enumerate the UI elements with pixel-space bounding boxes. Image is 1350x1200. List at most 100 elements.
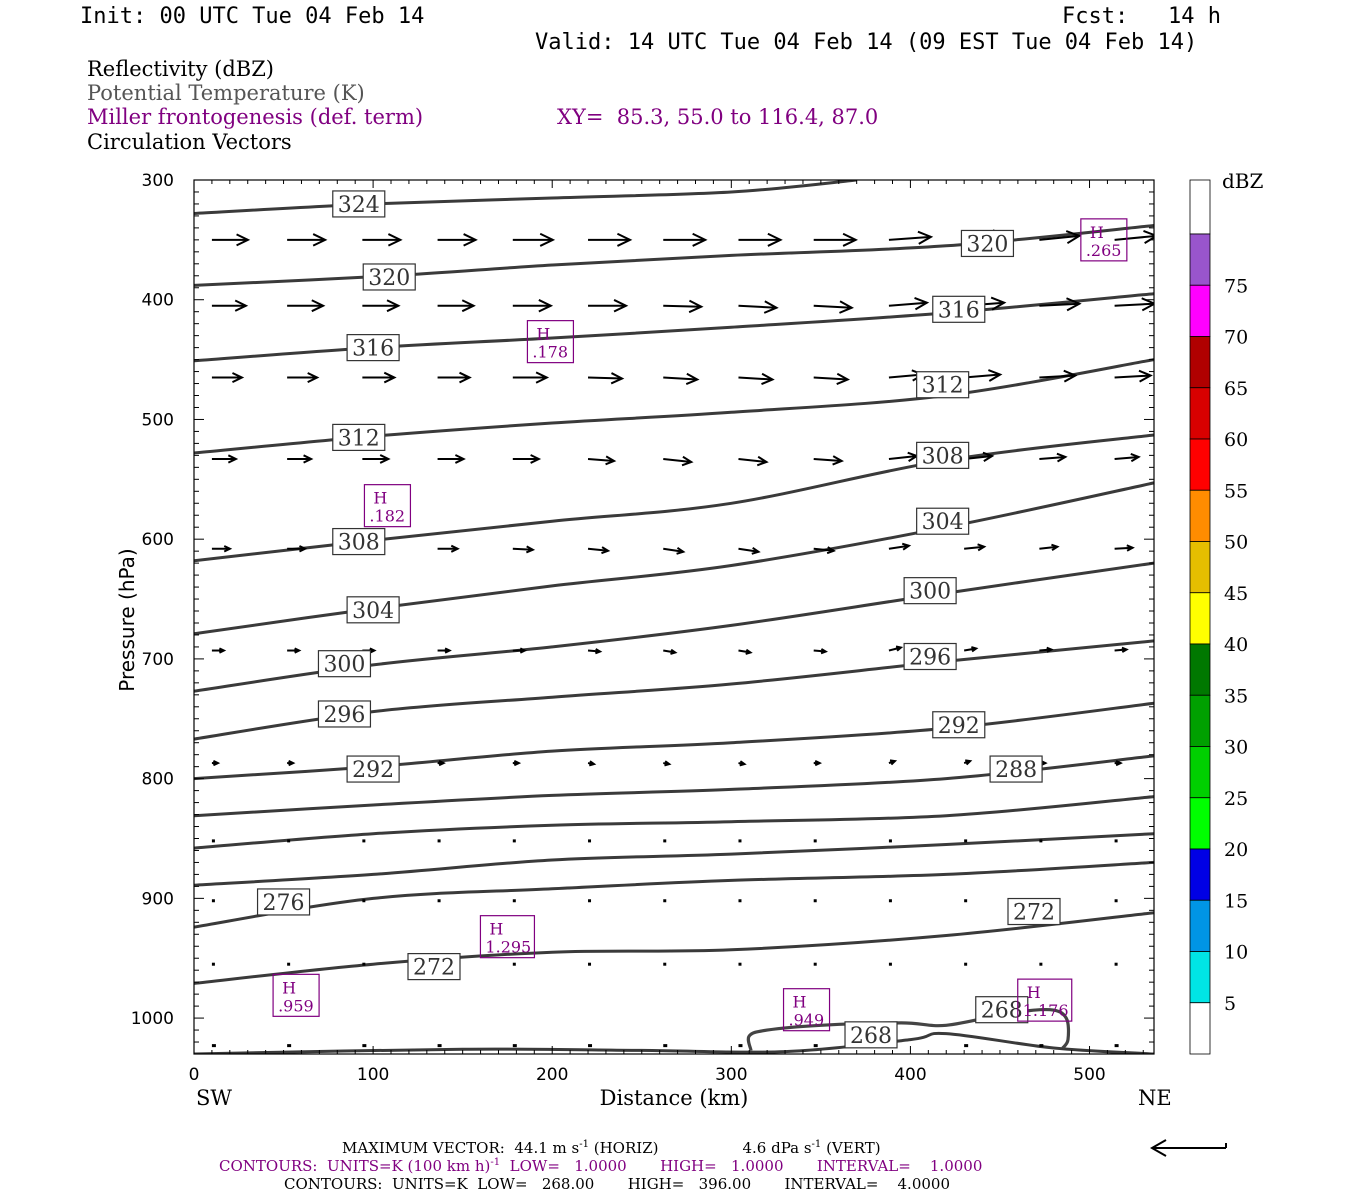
theta-label-text: 300	[323, 653, 365, 678]
vector-arrow	[663, 546, 686, 555]
vector-arrow	[1039, 297, 1082, 312]
vector-head	[901, 542, 912, 551]
vector-shaft	[1114, 235, 1154, 241]
vector-shaft	[964, 373, 1001, 379]
plot-frame	[193, 179, 1155, 1055]
theta-contour-284	[194, 795, 1154, 850]
vector-head	[839, 300, 854, 314]
vector-head	[670, 648, 678, 655]
x-axis-label: Distance (km)	[600, 1086, 749, 1110]
theta-label-box	[256, 888, 311, 916]
theta-contours	[194, 180, 1154, 1054]
vector-arrow	[362, 454, 391, 464]
vector-arrow	[287, 759, 296, 767]
vector-arrow	[813, 232, 859, 247]
theta-label-box	[317, 650, 372, 678]
vector-head	[588, 760, 597, 767]
fronto-max-h: H	[793, 993, 807, 1012]
y-tick-label: 600	[142, 530, 174, 550]
vector-arrow	[512, 371, 550, 384]
vector-arrow	[964, 369, 1003, 382]
vector-arrow	[287, 233, 328, 247]
vector-shaft	[663, 376, 698, 381]
vector-head	[610, 372, 625, 385]
vector-head	[826, 546, 836, 555]
x-end-label-left: SW	[196, 1086, 232, 1110]
colorbar-segment	[1189, 233, 1211, 286]
theta-label-text: 292	[352, 758, 394, 783]
vector-arrow	[1039, 543, 1060, 551]
fronto-max-h: H	[489, 920, 503, 939]
vector-head	[1066, 297, 1082, 312]
colorbar-segment	[1189, 541, 1211, 594]
fronto-max-value: .959	[278, 996, 314, 1015]
vector-arrow	[663, 648, 678, 655]
colorbar-segment	[1189, 387, 1211, 440]
theta-label-box	[916, 507, 970, 535]
vector-shaft	[964, 545, 985, 550]
frontogenesis-max: H1.295	[479, 915, 536, 959]
theta-label: 312	[916, 371, 970, 399]
fronto-max-value: .178	[532, 343, 568, 362]
y-tick-label: 800	[142, 770, 174, 790]
vector-head	[387, 233, 403, 247]
vector-arrow	[888, 451, 920, 462]
vector-shaft	[738, 547, 759, 553]
vector-arrow	[1039, 369, 1078, 383]
vector-head	[739, 760, 747, 767]
colorbar-segment	[1189, 592, 1211, 645]
x-tick-label: 200	[536, 1065, 568, 1085]
vector-arrow	[588, 372, 625, 385]
vector-shaft	[738, 304, 777, 309]
vector-arrow	[588, 232, 633, 247]
theta-contour-280	[194, 832, 1154, 887]
vector-arrow	[738, 232, 783, 247]
vector-head	[461, 299, 476, 313]
colorbar-label: 5	[1224, 993, 1236, 1015]
vector-head	[234, 299, 249, 312]
vector-shaft	[813, 547, 834, 552]
theta-label-text: 268	[850, 1024, 892, 1049]
colorbar-segment	[1189, 438, 1211, 491]
vector-head	[438, 759, 446, 767]
vector-head	[605, 455, 617, 466]
frontogenesis-max: H.182	[363, 484, 412, 528]
max-vector-vert-tail: (VERT)	[821, 1139, 881, 1157]
vector-arrow	[587, 455, 617, 466]
vector-head	[386, 299, 401, 313]
max-vector-horiz-exp: -1	[579, 1139, 589, 1150]
vector-arrow	[587, 546, 611, 555]
vector-arrow	[211, 299, 249, 312]
frontogenesis-contour	[746, 1007, 1071, 1051]
vector-arrow	[287, 299, 326, 313]
x-tick-label: 300	[715, 1065, 747, 1085]
vector-arrow	[512, 232, 556, 247]
colorbar-label: 75	[1224, 275, 1248, 297]
theta-label-text: 312	[922, 374, 964, 399]
vector-head	[751, 546, 761, 555]
vector-head	[538, 299, 554, 313]
theta-label-text: 316	[938, 298, 980, 323]
vector-arrow	[1154, 238, 1164, 242]
init-time: Init: 00 UTC Tue 04 Feb 14	[80, 4, 425, 29]
theta-label-text: 320	[966, 232, 1008, 257]
vector-head	[223, 545, 233, 553]
vector-arrow	[813, 546, 836, 555]
theta-label: 296	[317, 700, 372, 728]
vector-head	[1159, 304, 1164, 308]
vector-shaft	[813, 376, 848, 381]
vector-shaft	[1039, 374, 1076, 379]
colorbar-segment	[1189, 899, 1211, 952]
vector-arrow	[888, 296, 930, 311]
fronto-contour-units: CONTOURS: UNITS=K (100 km h)	[219, 1157, 491, 1175]
vector-arrow	[663, 760, 672, 767]
y-tick-label: 1000	[131, 1009, 174, 1029]
y-tick-label: 400	[142, 291, 174, 311]
vector-arrow	[963, 646, 979, 653]
vector-shaft	[588, 376, 623, 380]
vector-arrow	[1114, 544, 1135, 552]
fronto-max-value: .265	[1086, 241, 1122, 260]
vector-head	[379, 454, 391, 464]
axes: 0 100 200 300 400 500 300 400 500 600 700 800 900 100…	[115, 171, 1172, 1110]
vector-head	[814, 759, 823, 767]
